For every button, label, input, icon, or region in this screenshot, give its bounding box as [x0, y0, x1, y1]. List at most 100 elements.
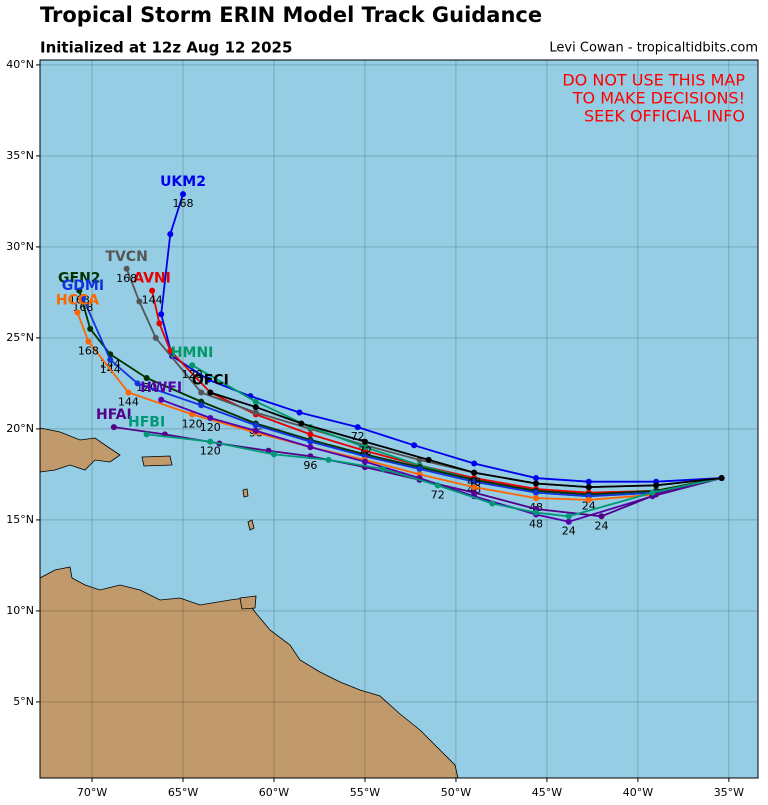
track-point — [158, 311, 165, 318]
track-point — [380, 465, 387, 472]
track-point — [76, 287, 83, 294]
x-tick-label: 55°W — [350, 786, 380, 799]
model-label: HWFI — [140, 380, 182, 396]
model-label: UKM2 — [160, 174, 206, 190]
track-point — [653, 482, 660, 489]
hour-label: 24 — [595, 519, 609, 532]
track-point — [533, 489, 540, 496]
track-point — [533, 509, 540, 516]
y-tick-label: 5°N — [13, 695, 34, 708]
x-tick-label: 60°W — [259, 786, 289, 799]
hour-label: 48 — [529, 517, 543, 530]
track-line — [210, 391, 722, 489]
x-tick-label: 70°W — [77, 786, 107, 799]
track-point — [296, 409, 303, 416]
track-point — [125, 389, 132, 396]
track-point — [189, 411, 196, 418]
hour-label: 120 — [182, 368, 203, 381]
track-point — [87, 325, 94, 332]
model-label: HCCA — [56, 292, 99, 308]
hour-label: 144 — [142, 294, 163, 307]
track-point — [565, 513, 572, 520]
x-tick-label: 50°W — [441, 786, 471, 799]
track-point — [489, 500, 496, 507]
track-point — [207, 389, 214, 396]
track-point — [649, 489, 656, 496]
hour-label: 120 — [182, 417, 203, 430]
track-point — [252, 398, 259, 405]
track-point — [585, 478, 592, 485]
track-point — [180, 191, 187, 198]
credit: Levi Cowan - tropicaltidbits.com — [549, 41, 758, 56]
track-point — [149, 287, 156, 294]
tracks: 72168UKM2144AVNI168TVCN2448120HMNI961201… — [56, 174, 725, 538]
track-point — [471, 489, 478, 496]
track-point — [471, 484, 478, 491]
track-point — [434, 482, 441, 489]
track-line — [78, 290, 722, 496]
track-point — [718, 475, 725, 482]
track-point — [585, 484, 592, 491]
hour-label: 96 — [303, 459, 317, 472]
track-point — [158, 396, 165, 403]
y-tick-label: 20°N — [6, 422, 34, 435]
track-point — [136, 298, 143, 305]
track-point — [361, 458, 368, 465]
model-label: HFBI — [128, 414, 165, 430]
track-point — [205, 376, 212, 383]
y-tick-label: 10°N — [6, 604, 34, 617]
model-label: HMNI — [171, 345, 214, 361]
model-label: HFAI — [96, 407, 132, 423]
track-point — [189, 362, 196, 369]
hour-label: 120 — [200, 421, 221, 434]
hour-label: 72 — [358, 445, 372, 458]
track-point — [167, 347, 174, 354]
map-frame — [39, 59, 759, 779]
track-point — [361, 438, 368, 445]
track-point — [143, 374, 150, 381]
track-point — [207, 438, 214, 445]
track-point — [156, 320, 163, 327]
model-label: AVNI — [133, 271, 171, 287]
track-point — [533, 475, 540, 482]
track-point — [307, 444, 314, 451]
warning-line: DO NOT USE THIS MAP — [562, 71, 745, 90]
track-point — [598, 513, 605, 520]
x-tick-label: 45°W — [532, 786, 562, 799]
track-point — [123, 265, 130, 272]
track-point — [416, 465, 423, 472]
y-tick-label: 15°N — [6, 513, 34, 526]
track-point — [198, 402, 205, 409]
y-tick-label: 30°N — [6, 240, 34, 253]
track-point — [152, 334, 159, 341]
y-tick-label: 25°N — [6, 331, 34, 344]
track-point — [565, 518, 572, 525]
hour-label: 144 — [118, 396, 139, 409]
y-tick-label: 35°N — [6, 149, 34, 162]
x-tick-label: 65°W — [168, 786, 198, 799]
track-point — [252, 427, 259, 434]
track-point — [207, 414, 214, 421]
warning-line: SEEK OFFICIAL INFO — [584, 107, 745, 126]
hour-label: 72 — [431, 488, 445, 501]
warning-line: TO MAKE DECISIONS! — [572, 89, 745, 108]
hour-label: 168 — [78, 345, 99, 358]
hour-label: 24 — [562, 525, 576, 538]
hour-label: 168 — [173, 197, 194, 210]
track-point — [143, 431, 150, 438]
track-point — [585, 496, 592, 503]
track-point — [252, 422, 259, 429]
track-point — [252, 409, 259, 416]
track-point — [74, 309, 81, 316]
x-tick-label: 40°W — [623, 786, 653, 799]
track-point — [79, 294, 86, 301]
model-label: TVCN — [105, 249, 147, 265]
track-point — [270, 451, 277, 458]
track-point — [85, 338, 92, 345]
track-point — [471, 478, 478, 485]
track-point — [354, 424, 361, 431]
track-point — [411, 442, 418, 449]
track-point — [533, 480, 540, 487]
y-tick-label: 40°N — [6, 58, 34, 71]
